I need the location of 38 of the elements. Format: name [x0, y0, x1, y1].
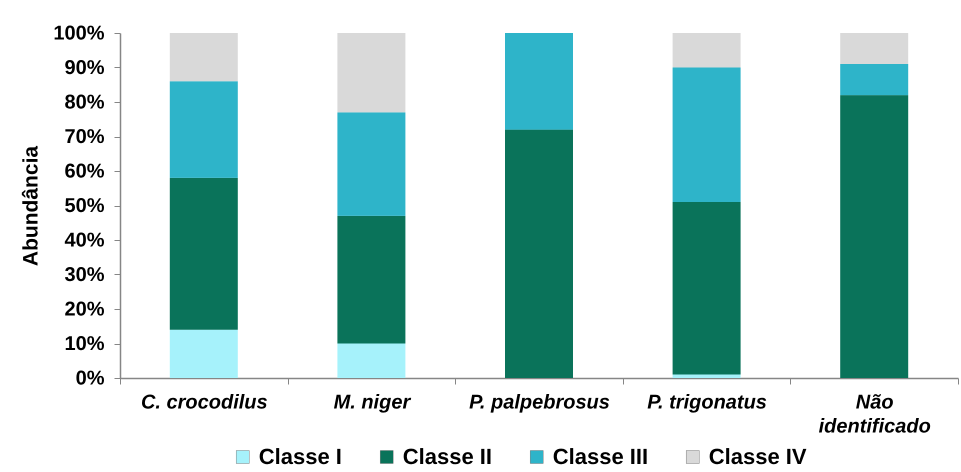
y-tick-label: 0% — [76, 368, 105, 390]
bar — [840, 95, 908, 378]
x-tick-label: M. niger — [334, 392, 412, 414]
bar — [337, 112, 406, 216]
y-axis-title: Abundância — [19, 146, 42, 266]
bar — [840, 33, 908, 64]
bar — [505, 130, 573, 378]
bar — [170, 178, 238, 330]
y-tick-label: 80% — [64, 92, 105, 114]
bar — [337, 33, 406, 112]
x-tick-label: P. trigonatus — [647, 392, 767, 414]
x-tick-label: C. crocodilus — [140, 392, 268, 414]
bar — [337, 344, 406, 378]
legend-label: Classe III — [552, 444, 648, 469]
y-tick-label: 30% — [64, 264, 105, 286]
bar — [840, 64, 908, 96]
x-tick-label: Não identificado — [818, 392, 931, 438]
legend-label: Classe IV — [708, 444, 807, 469]
y-tick-label: 20% — [64, 298, 105, 320]
x-tick-label: P. palpebrosus — [469, 392, 610, 414]
bar — [672, 374, 741, 378]
y-tick-label: 50% — [64, 195, 105, 217]
y-tick-label: 70% — [64, 126, 105, 148]
bar — [672, 68, 741, 202]
bar — [170, 33, 238, 82]
legend-label: Classe II — [402, 444, 492, 469]
bar — [170, 81, 238, 178]
y-tick-label: 90% — [64, 57, 105, 79]
y-tick-label: 60% — [64, 160, 105, 182]
y-tick-label: 10% — [64, 333, 105, 355]
legend-label: Classe I — [258, 444, 342, 469]
bar — [505, 33, 573, 130]
bar — [672, 202, 741, 375]
bar — [672, 33, 741, 68]
y-tick-label: 100% — [53, 22, 105, 44]
bar — [337, 216, 406, 344]
bar — [170, 330, 238, 378]
y-tick-label: 40% — [64, 230, 105, 252]
